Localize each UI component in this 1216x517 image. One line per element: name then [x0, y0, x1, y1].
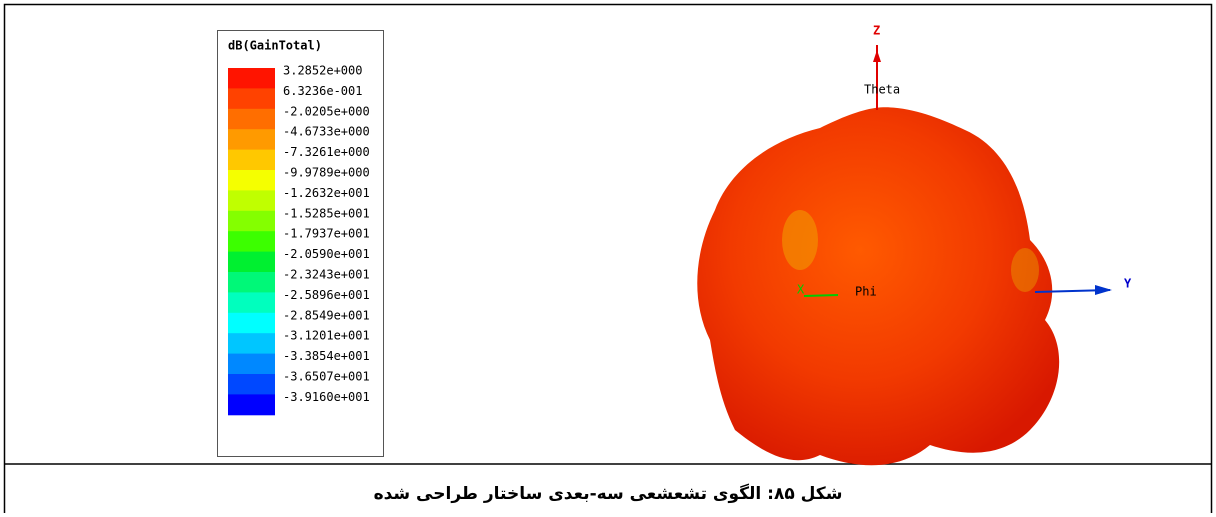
legend-swatch — [228, 88, 275, 110]
caption: شکل ۸۵: الگوی تشعشعی سه-بعدی ساختار طراح… — [374, 483, 843, 504]
legend-swatch — [228, 374, 275, 395]
legend-swatch — [228, 108, 275, 130]
legend-swatch — [228, 170, 275, 191]
figure-border — [3, 3, 1213, 517]
legend-swatch — [228, 129, 275, 151]
theta-label: Theta — [864, 83, 900, 97]
legend-title: dB(GainTotal) — [228, 39, 322, 53]
phi-label: Phi — [855, 285, 877, 299]
legend-label: -1.5285e+001 — [283, 206, 370, 220]
x-axis — [803, 294, 839, 297]
legend-label: -3.6507e+001 — [283, 370, 370, 384]
z-label: Z — [873, 24, 880, 38]
legend-swatch — [228, 272, 275, 293]
legend-swatch — [228, 68, 275, 89]
radiation-pattern — [697, 107, 1060, 466]
legend-label: -3.9160e+001 — [283, 390, 370, 404]
legend-label: -2.5896e+001 — [283, 288, 370, 302]
legend-swatch — [228, 312, 275, 334]
z-arrow — [873, 50, 881, 62]
legend: 3.2852e+000 6.3236e-001 -2.0205e+000 -4.673… — [228, 64, 370, 416]
pattern-highlight — [782, 210, 818, 270]
legend-label: -1.2632e+001 — [283, 186, 370, 200]
legend-label: -1.7937e+001 — [283, 227, 370, 241]
legend-label: -9.9789e+000 — [283, 166, 370, 180]
legend-swatch — [228, 394, 275, 416]
pattern-highlight — [1011, 248, 1039, 292]
legend-label: 6.3236e-001 — [283, 84, 362, 98]
legend-label: -4.6733e+000 — [283, 125, 370, 139]
x-label: X — [797, 283, 805, 297]
legend-label: -2.3243e+001 — [283, 268, 370, 282]
legend-swatch — [228, 333, 275, 355]
legend-label: -3.3854e+001 — [283, 349, 370, 363]
legend-swatch — [228, 251, 275, 273]
legend-label: -2.0205e+000 — [283, 104, 370, 118]
legend-label: 3.2852e+000 — [283, 64, 362, 78]
legend-label: -2.0590e+001 — [283, 247, 370, 261]
legend-label: -2.8549e+001 — [283, 308, 370, 322]
legend-swatch — [228, 149, 275, 171]
y-label: Y — [1124, 277, 1132, 291]
legend-swatch — [228, 231, 275, 253]
legend-label: -7.3261e+000 — [283, 145, 370, 159]
legend-swatch — [228, 190, 275, 212]
legend-swatch — [228, 353, 275, 375]
legend-swatch — [228, 292, 275, 314]
legend-swatch — [228, 210, 275, 232]
y-arrow — [1095, 285, 1112, 295]
legend-label: -3.1201e+001 — [283, 329, 370, 343]
